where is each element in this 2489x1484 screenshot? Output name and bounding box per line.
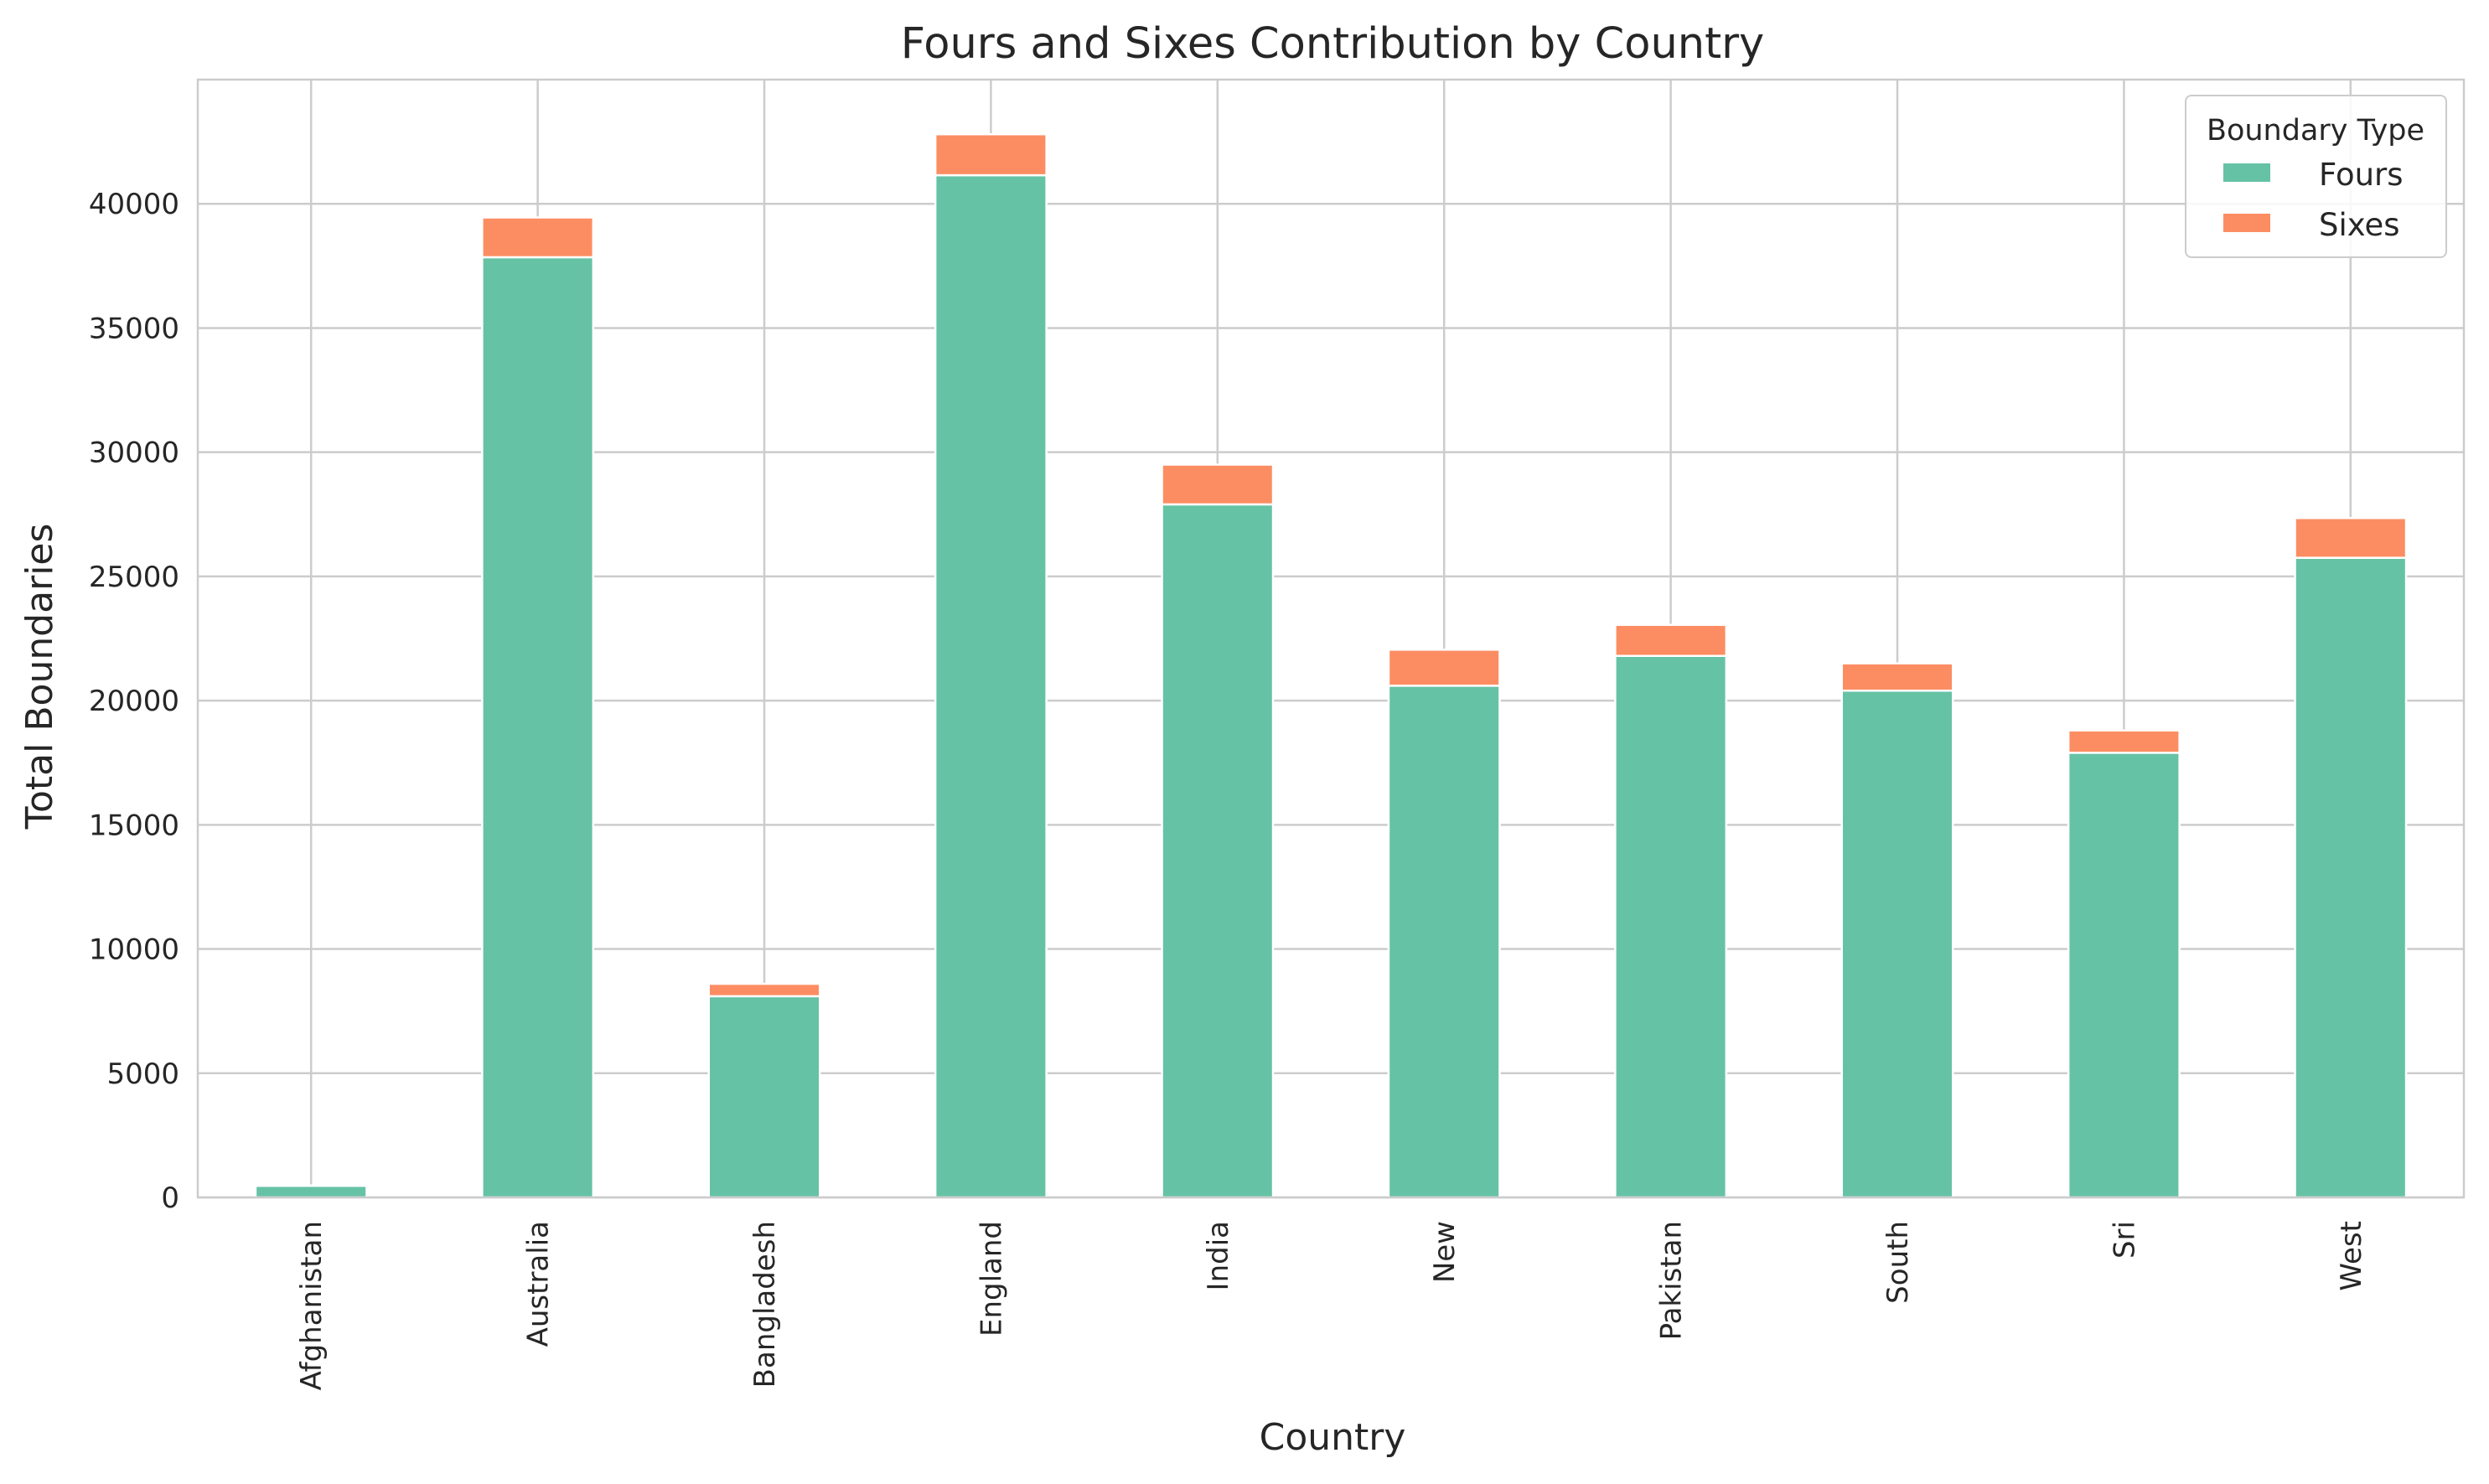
bar-sixes-new bbox=[1387, 649, 1501, 687]
bar-fours-sri bbox=[2067, 752, 2181, 1199]
y-tick-label: 5000 bbox=[106, 1057, 179, 1091]
bars bbox=[254, 132, 2408, 1199]
legend-swatch-fours bbox=[2223, 163, 2270, 182]
bar-sixes-england bbox=[934, 132, 1048, 177]
y-tick-label: 15000 bbox=[89, 809, 179, 842]
bar-sixes-sri bbox=[2067, 729, 2181, 754]
bar-fours-india bbox=[1161, 503, 1275, 1199]
x-tick-label: New bbox=[1428, 1221, 1462, 1283]
legend-label-sixes: Sixes bbox=[2319, 207, 2400, 243]
bar-sixes-pakistan bbox=[1614, 623, 1728, 658]
x-tick-label: South bbox=[1881, 1221, 1915, 1304]
y-axis-ticks: 0 5000 10000 15000 20000 25000 30000 35000 40000 bbox=[89, 188, 179, 1215]
bar-fours-australia bbox=[481, 256, 595, 1199]
bar-fours-pakistan bbox=[1614, 654, 1728, 1199]
legend-swatch-sixes bbox=[2223, 214, 2270, 232]
y-axis-label: Total Boundaries bbox=[18, 524, 61, 830]
y-tick-label: 35000 bbox=[89, 312, 179, 345]
plot-area bbox=[196, 78, 2466, 1199]
x-tick-label: West bbox=[2335, 1221, 2368, 1291]
bar-fours-new bbox=[1387, 685, 1501, 1199]
x-tick-label: India bbox=[1202, 1221, 1235, 1290]
bar-sixes-australia bbox=[481, 216, 595, 259]
x-tick-label: Australia bbox=[522, 1221, 556, 1347]
x-tick-label: Bangladesh bbox=[748, 1221, 782, 1388]
x-tick-label: England bbox=[975, 1221, 1008, 1337]
x-tick-label: Sri bbox=[2108, 1221, 2141, 1259]
bar-fours-south bbox=[1840, 690, 1954, 1199]
bar-fours-bangladesh bbox=[707, 995, 821, 1199]
legend-title: Boundary Type bbox=[2207, 114, 2424, 147]
bar-fours-afghanistan bbox=[254, 1184, 368, 1199]
x-tick-label: Afghanistan bbox=[295, 1221, 329, 1390]
y-tick-label: 40000 bbox=[89, 188, 179, 221]
bar-sixes-west bbox=[2294, 516, 2408, 559]
legend: Boundary Type Fours Sixes bbox=[2185, 95, 2447, 258]
bar-sixes-bangladesh bbox=[707, 982, 821, 998]
legend-label-fours: Fours bbox=[2319, 157, 2404, 193]
y-tick-label: 30000 bbox=[89, 437, 179, 470]
bar-fours-england bbox=[934, 173, 1048, 1199]
y-tick-label: 20000 bbox=[89, 685, 179, 718]
y-tick-label: 0 bbox=[161, 1182, 179, 1215]
bar-sixes-south bbox=[1840, 662, 1954, 692]
plot-frame bbox=[196, 78, 2466, 1199]
chart-title: Fours and Sixes Contribution by Country bbox=[901, 19, 1765, 69]
y-tick-label: 25000 bbox=[89, 561, 179, 594]
x-tick-label: Pakistan bbox=[1655, 1221, 1689, 1340]
x-axis-label: Country bbox=[1260, 1416, 1406, 1459]
bar-sixes-india bbox=[1161, 463, 1275, 506]
bar-fours-west bbox=[2294, 556, 2408, 1199]
x-axis-ticks: Afghanistan Australia Bangladesh England Ind… bbox=[295, 1221, 2368, 1390]
y-tick-label: 10000 bbox=[89, 933, 179, 967]
